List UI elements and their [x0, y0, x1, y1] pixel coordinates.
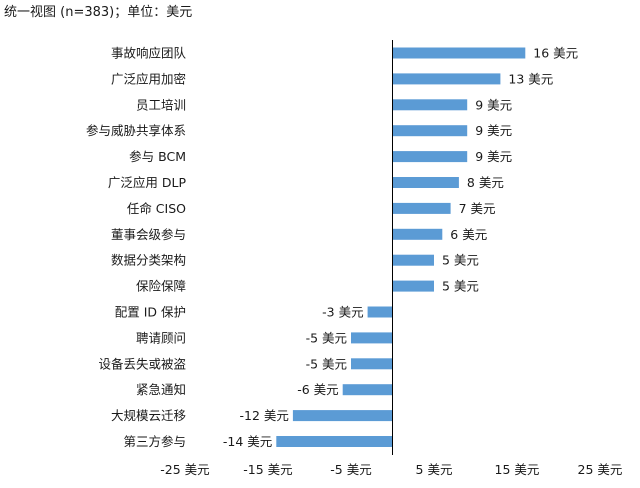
bar [367, 306, 393, 318]
category-label: 数据分类架构 [111, 253, 186, 268]
category-label: 保险保障 [136, 279, 186, 294]
data-label: 7 美元 [459, 201, 496, 216]
data-label: -12 美元 [240, 408, 289, 423]
data-label: 13 美元 [508, 71, 553, 86]
bar [276, 436, 393, 447]
bar [392, 254, 434, 266]
bar [351, 332, 393, 344]
chart-title: 统一视图 (n=383)；单位：美元 [4, 5, 193, 20]
data-label: 6 美元 [450, 227, 487, 242]
bar [392, 202, 451, 214]
bar [392, 280, 434, 292]
bar [342, 384, 393, 396]
bar [392, 99, 468, 111]
data-label: -5 美元 [306, 330, 347, 345]
data-label: -6 美元 [297, 382, 338, 397]
bar [392, 151, 468, 163]
category-label: 参与 BCM [129, 149, 186, 164]
bar [392, 73, 501, 85]
data-label: 9 美元 [475, 123, 512, 138]
data-label: 9 美元 [475, 97, 512, 112]
category-label: 紧急通知 [136, 382, 186, 397]
category-label: 第三方参与 [123, 434, 186, 449]
category-label: 配置 ID 保护 [115, 305, 186, 320]
data-label: 8 美元 [467, 175, 504, 190]
x-tick-label: 25 美元 [578, 462, 623, 477]
bar [292, 410, 393, 422]
bar [392, 177, 459, 188]
data-label: 16 美元 [533, 46, 578, 61]
category-label: 聘请顾问 [136, 330, 186, 345]
bar [351, 358, 393, 370]
category-label: 董事会级参与 [111, 227, 186, 242]
x-tick-label: 5 美元 [416, 462, 453, 477]
x-tick-label: -5 美元 [330, 462, 371, 477]
x-tick-label: 15 美元 [495, 462, 540, 477]
data-label: 5 美元 [442, 279, 479, 294]
data-label: 5 美元 [442, 253, 479, 268]
category-label: 参与威胁共享体系 [86, 123, 186, 138]
category-label: 大规模云迁移 [111, 408, 186, 423]
x-tick-label: -25 美元 [160, 462, 209, 477]
data-label: 9 美元 [475, 149, 512, 164]
bar [392, 125, 468, 137]
category-label: 设备丢失或被盗 [98, 356, 186, 371]
category-label: 任命 CISO [127, 201, 186, 216]
x-tick-label: -15 美元 [243, 462, 292, 477]
data-label: -5 美元 [306, 356, 347, 371]
category-label: 广泛应用加密 [111, 71, 186, 86]
bar [392, 47, 526, 59]
category-label: 广泛应用 DLP [108, 175, 187, 190]
category-label: 事故响应团队 [111, 46, 187, 61]
category-label: 员工培训 [136, 97, 186, 112]
data-label: -3 美元 [322, 305, 363, 320]
data-label: -14 美元 [223, 434, 272, 449]
bar [392, 228, 443, 240]
